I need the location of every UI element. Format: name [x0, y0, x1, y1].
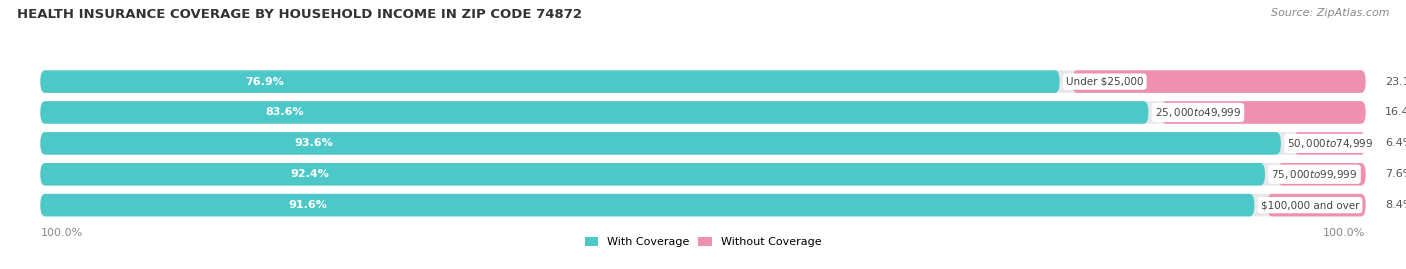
Text: 100.0%: 100.0% [41, 228, 83, 238]
FancyBboxPatch shape [41, 132, 1365, 155]
FancyBboxPatch shape [41, 194, 1254, 216]
FancyBboxPatch shape [41, 163, 1365, 186]
FancyBboxPatch shape [41, 101, 1365, 124]
FancyBboxPatch shape [41, 194, 1365, 216]
Text: 16.4%: 16.4% [1385, 108, 1406, 118]
FancyBboxPatch shape [1294, 132, 1365, 155]
Text: $25,000 to $49,999: $25,000 to $49,999 [1154, 106, 1241, 119]
Text: 93.6%: 93.6% [294, 138, 333, 148]
Text: 23.1%: 23.1% [1385, 77, 1406, 87]
FancyBboxPatch shape [1161, 101, 1365, 124]
FancyBboxPatch shape [41, 163, 1265, 186]
FancyBboxPatch shape [1278, 163, 1365, 186]
Text: 92.4%: 92.4% [291, 169, 329, 179]
Text: $50,000 to $74,999: $50,000 to $74,999 [1288, 137, 1374, 150]
Text: 6.4%: 6.4% [1385, 138, 1406, 148]
FancyBboxPatch shape [41, 101, 1149, 124]
Text: 91.6%: 91.6% [288, 200, 328, 210]
Text: Source: ZipAtlas.com: Source: ZipAtlas.com [1271, 8, 1389, 18]
FancyBboxPatch shape [41, 70, 1365, 93]
Text: 8.4%: 8.4% [1385, 200, 1406, 210]
FancyBboxPatch shape [41, 70, 1060, 93]
FancyBboxPatch shape [1267, 194, 1365, 216]
FancyBboxPatch shape [41, 132, 1281, 155]
FancyBboxPatch shape [1073, 70, 1365, 93]
Text: 76.9%: 76.9% [245, 77, 284, 87]
Text: Under $25,000: Under $25,000 [1066, 77, 1143, 87]
Text: 7.6%: 7.6% [1385, 169, 1406, 179]
Text: $75,000 to $99,999: $75,000 to $99,999 [1271, 168, 1358, 181]
Legend: With Coverage, Without Coverage: With Coverage, Without Coverage [581, 232, 825, 252]
Text: 100.0%: 100.0% [1323, 228, 1365, 238]
Text: HEALTH INSURANCE COVERAGE BY HOUSEHOLD INCOME IN ZIP CODE 74872: HEALTH INSURANCE COVERAGE BY HOUSEHOLD I… [17, 8, 582, 21]
Text: $100,000 and over: $100,000 and over [1261, 200, 1360, 210]
Text: 83.6%: 83.6% [264, 108, 304, 118]
